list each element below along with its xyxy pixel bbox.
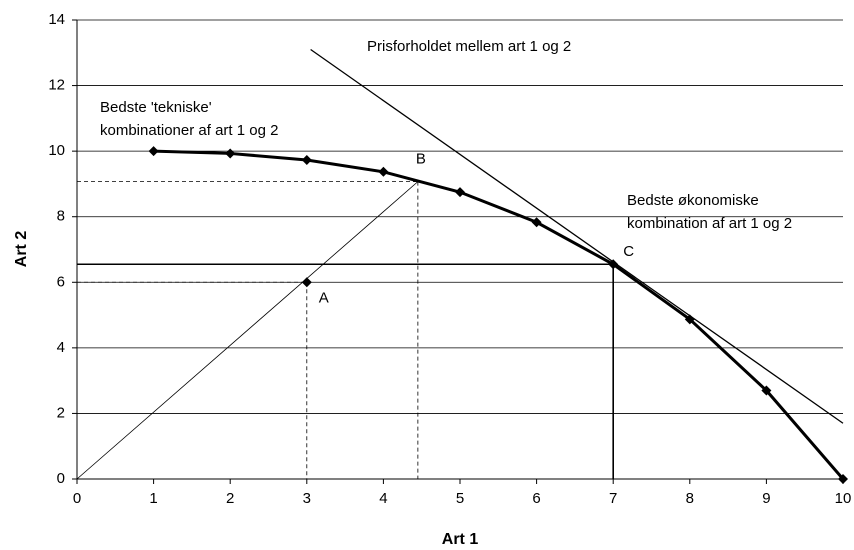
annotation: kombination af art 1 og 2 [627, 215, 792, 232]
marker [531, 217, 542, 228]
marker [225, 148, 236, 159]
marker [455, 187, 465, 198]
x-tick-label: 4 [379, 490, 387, 507]
marker [301, 154, 312, 165]
x-tick-label: 9 [762, 490, 770, 507]
x-tick-label: 10 [835, 490, 852, 507]
y-axis-title: Art 2 [13, 231, 30, 268]
point-label: C [623, 243, 634, 260]
x-tick-label: 2 [226, 490, 234, 507]
y-tick-label: 10 [48, 142, 65, 159]
annotation: kombinationer af art 1 og 2 [100, 122, 278, 139]
marker [761, 385, 772, 396]
x-tick-label: 7 [609, 490, 617, 507]
y-tick-label: 8 [57, 208, 65, 225]
y-tick-label: 12 [48, 77, 65, 94]
x-tick-label: 3 [303, 490, 311, 507]
annotation: Prisforholdet mellem art 1 og 2 [367, 38, 571, 55]
marker [148, 146, 159, 157]
point-label: B [416, 151, 426, 168]
marker [378, 166, 389, 177]
x-axis-title: Art 1 [442, 531, 479, 548]
marker [608, 259, 619, 270]
y-tick-label: 6 [57, 273, 65, 290]
x-tick-label: 1 [149, 490, 157, 507]
y-tick-label: 0 [57, 470, 65, 487]
x-tick-label: 8 [686, 490, 694, 507]
price-line [310, 48, 844, 424]
annotation: Bedste økonomiske [627, 192, 759, 209]
y-tick-label: 2 [57, 404, 65, 421]
marker [301, 277, 312, 288]
marker [838, 474, 848, 484]
annotation: Bedste 'tekniske' [100, 99, 212, 116]
x-tick-label: 6 [532, 490, 540, 507]
x-tick-label: 5 [456, 490, 464, 507]
series-line [153, 149, 845, 480]
x-tick-label: 0 [73, 490, 81, 507]
point-label: A [319, 289, 329, 306]
y-tick-label: 4 [57, 339, 65, 356]
marker [684, 314, 695, 325]
ray [76, 181, 419, 480]
y-tick-label: 14 [48, 11, 65, 28]
